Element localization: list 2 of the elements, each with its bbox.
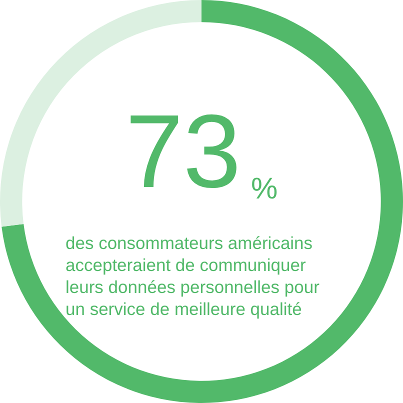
text: des consommateurs américains accepteraient de communiquer leurs données personnelles pour un service de meilleure qualité — [66, 233, 324, 319]
data-label: 73% — [125, 94, 278, 210]
